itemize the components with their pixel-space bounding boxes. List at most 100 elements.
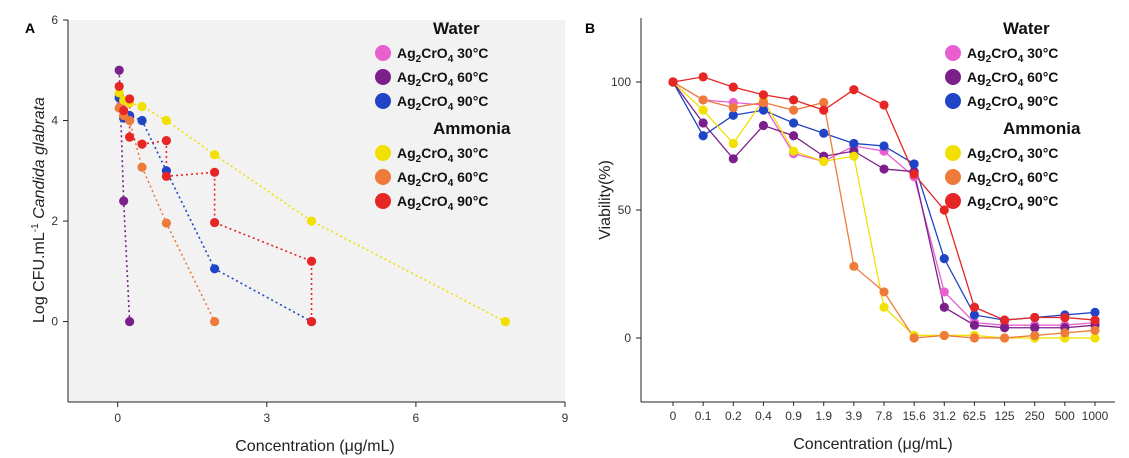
panel-a-legend-title: Water <box>433 19 480 38</box>
panel-a-data-point <box>306 316 317 327</box>
panel-a-data-point <box>125 115 135 126</box>
panel-b-data-point <box>999 315 1010 325</box>
panel-b-data-point <box>1090 333 1100 343</box>
panel-b-data-point <box>879 141 889 151</box>
panel-b-data-point <box>1060 328 1070 338</box>
panel-b-x-tick-label: 500 <box>1055 409 1075 423</box>
panel-a-data-point <box>500 316 510 327</box>
panel-b-x-ticks: 0 0.1 0.2 0.4 0.9 1.9 3.9 7.8 15.6 31.2 62.5 125 250… <box>670 402 1109 423</box>
panel-b-data-point <box>819 156 829 166</box>
panel-b-data-point <box>819 97 829 108</box>
panel-a-legend-title: Ammonia <box>433 119 511 138</box>
panel-b-data-point <box>728 154 738 164</box>
panel-b-x-axis-title: Concentration (μg/mL) <box>793 436 953 453</box>
panel-b-data-point <box>758 97 769 108</box>
panel-b-y-tick-label: 0 <box>624 331 631 345</box>
panel-b-x-tick-label: 0.1 <box>695 409 712 423</box>
panel-b-legend-marker <box>945 69 961 85</box>
panel-b-data-point <box>969 302 980 312</box>
panel-a-data-point <box>161 218 172 228</box>
panel-a-data-point <box>119 196 129 206</box>
panel-a-series <box>114 65 510 327</box>
panel-a-data-point <box>210 316 220 327</box>
panel-a-legend-marker <box>375 69 391 85</box>
panel-a-y-axis-title-sup: -1 <box>30 223 41 232</box>
panel-a-legend-label: Ag2CrO4 90°C <box>397 93 488 113</box>
panel-b-legend-label: Ag2CrO4 30°C <box>967 45 1058 65</box>
panel-b-data-point <box>698 131 708 141</box>
panel-a-x-tick-label: 3 <box>263 411 270 425</box>
panel-a-legend-marker <box>375 45 391 61</box>
panel-b-x-tick-label: 1000 <box>1082 409 1109 423</box>
panel-b-data-point <box>1090 315 1100 325</box>
panel-a-legend-marker <box>375 193 391 209</box>
panel-b-x-tick-label: 1.9 <box>815 409 832 423</box>
panel-b-data-point <box>939 330 949 341</box>
panel-b-x-tick-label: 31.2 <box>933 409 957 423</box>
panel-a-data-point <box>114 88 124 98</box>
panel-a-x-ticks: 0 3 6 9 <box>114 402 569 425</box>
panel-a-data-point <box>119 105 129 116</box>
panel-b-y-ticks: 0 50 100 <box>611 75 641 345</box>
panel-b-x-tick-label: 62.5 <box>963 409 987 423</box>
panel-a-legend-marker <box>375 169 391 185</box>
panel-b-y-tick-label: 50 <box>618 203 632 217</box>
panel-a-data-point <box>306 256 317 266</box>
panel-b-data-point <box>879 302 889 312</box>
panel-b-data-point <box>909 159 919 169</box>
panel-a-y-axis-title-main: Log CFU.mL <box>31 232 48 323</box>
panel-b-data-point <box>668 77 678 87</box>
panel-b-legend-marker <box>945 93 961 109</box>
panel-a-x-tick-label: 6 <box>413 411 420 425</box>
panel-a-series-line <box>118 107 216 322</box>
panel-a-data-point <box>161 171 172 181</box>
panel-b-x-tick-label: 3.9 <box>846 409 863 423</box>
panel-a-legend-label: Ag2CrO4 60°C <box>397 169 488 189</box>
panel-a-data-point <box>210 217 220 228</box>
panel-b-series <box>668 72 1100 343</box>
panel-a-legend-marker <box>375 93 391 109</box>
panel-b-data-point <box>698 72 708 82</box>
panel-a-data-point <box>125 132 135 142</box>
panel-b-data-point <box>969 320 980 330</box>
panel-b-data-point <box>909 333 919 343</box>
panel-b-x-tick-label: 7.8 <box>876 409 893 423</box>
panel-b-data-point <box>939 287 949 297</box>
panel-b-data-point <box>788 118 799 128</box>
panel-b-legend-label: Ag2CrO4 90°C <box>967 193 1058 213</box>
panel-a-y-tick-label: 4 <box>51 114 58 128</box>
panel-a-data-point <box>161 136 172 146</box>
panel-b-data-point <box>1030 330 1040 341</box>
panel-b-data-point <box>788 95 799 105</box>
panel-b-data-point <box>879 287 889 297</box>
panel-b-data-point <box>728 110 738 120</box>
panel-b-data-point <box>969 310 980 320</box>
panel-b-legend-marker <box>945 169 961 185</box>
panel-a-data-point <box>114 65 124 75</box>
panel-b-x-tick-label: 15.6 <box>902 409 926 423</box>
panel-a-x-axis-title: Concentration (μg/mL) <box>235 438 395 455</box>
panel-a-data-point <box>210 167 220 177</box>
panel-b-data-point <box>849 85 859 95</box>
panel-b-data-point <box>909 169 919 179</box>
panel-b-data-point <box>999 323 1010 333</box>
panel-b-x-tick-label: 250 <box>1025 409 1045 423</box>
panel-a-data-point <box>137 139 147 149</box>
panel-b-letter: B <box>585 20 595 36</box>
panel-a-legend-label: Ag2CrO4 60°C <box>397 69 488 89</box>
panel-a-x-tick-label: 9 <box>562 411 569 425</box>
panel-a-y-axis-title: Log CFU.mL-1 Candida glabrata <box>30 97 48 323</box>
panel-a-letter: A <box>25 20 35 36</box>
panel-a-legend-label: Ag2CrO4 30°C <box>397 45 488 65</box>
panel-b-data-point <box>698 95 708 105</box>
panel-a-y-axis-title-organism: Candida glabrata <box>31 97 48 219</box>
panel-a-legend-marker <box>375 145 391 161</box>
panel-b-y-tick-label: 100 <box>611 75 631 89</box>
panel-b-legend-title: Ammonia <box>1003 119 1081 138</box>
panel-b-data-point <box>788 146 799 156</box>
panel-b-legend-marker <box>945 145 961 161</box>
panel-b-data-point <box>939 302 949 312</box>
panel-b-data-point <box>1030 312 1040 323</box>
panel-b-data-point <box>1090 325 1100 335</box>
panel-b-data-point <box>819 105 829 115</box>
